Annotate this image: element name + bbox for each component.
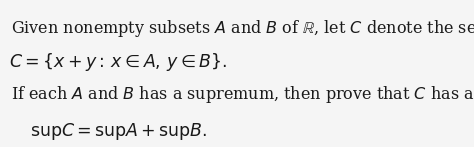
Text: $C = \{x + y:\, x \in A,\, y \in B\}.$: $C = \{x + y:\, x \in A,\, y \in B\}.$ <box>9 51 228 73</box>
Text: If each $A$ and $B$ has a supremum, then prove that $C$ has a supremum and: If each $A$ and $B$ has a supremum, then… <box>11 84 474 105</box>
Text: Given nonempty subsets $A$ and $B$ of $\mathbb{R}$, let $C$ denote the set: Given nonempty subsets $A$ and $B$ of $\… <box>11 18 474 39</box>
Text: $\sup C = \sup A + \sup B.$: $\sup C = \sup A + \sup B.$ <box>29 121 207 142</box>
